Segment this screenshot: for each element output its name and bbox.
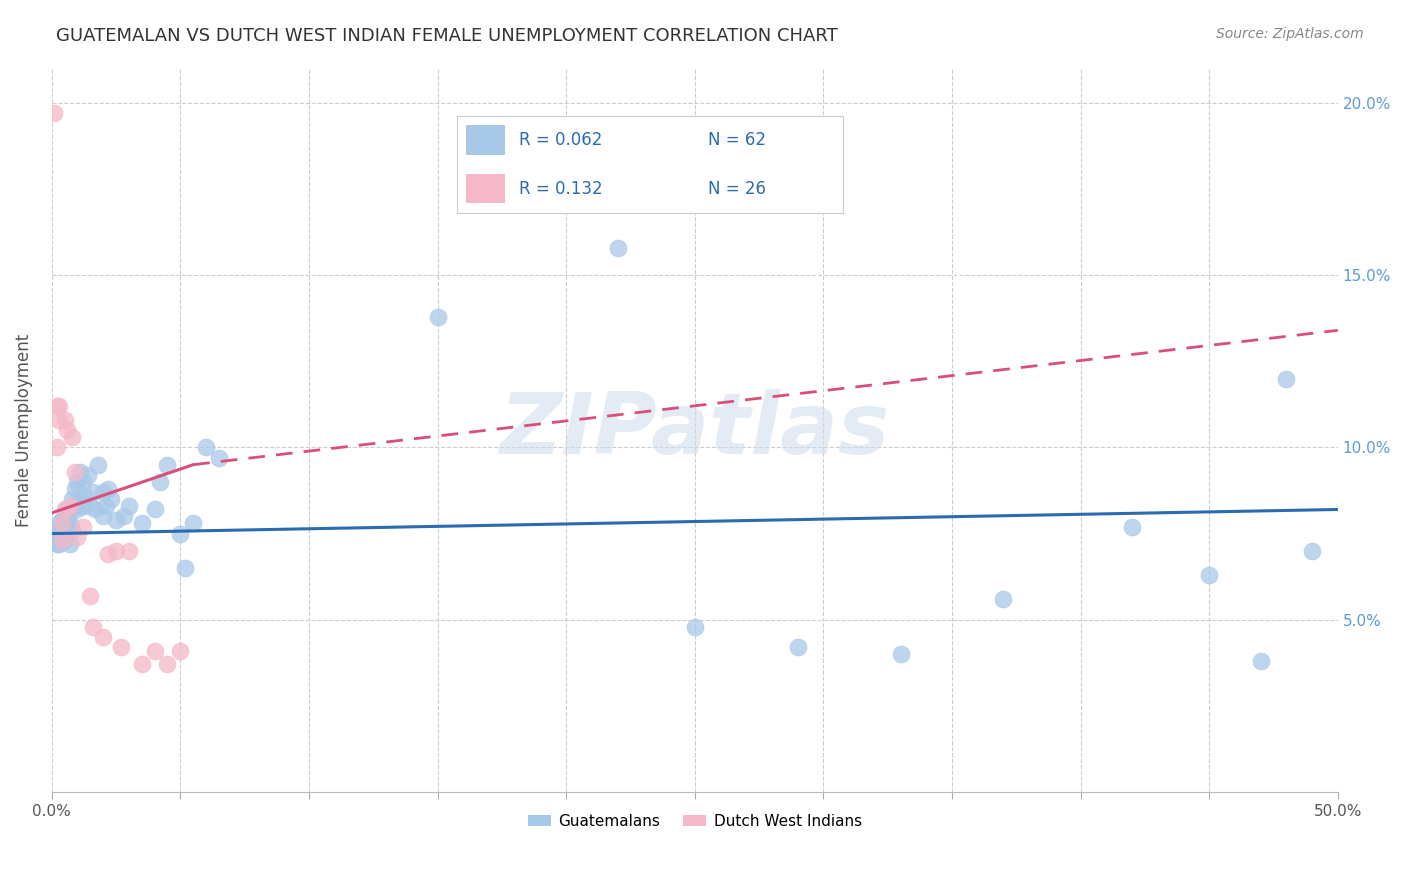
Point	[79, 589, 101, 603]
Point	[426, 310, 449, 324]
Point	[195, 441, 218, 455]
Point	[208, 450, 231, 465]
Point	[97, 547, 120, 561]
Point	[105, 513, 128, 527]
Point	[110, 640, 132, 655]
Point	[94, 499, 117, 513]
Point	[786, 640, 808, 655]
Point	[59, 516, 82, 531]
Point	[66, 530, 89, 544]
Legend: Guatemalans, Dutch West Indians: Guatemalans, Dutch West Indians	[522, 808, 868, 835]
Point	[84, 502, 107, 516]
Point	[889, 647, 911, 661]
Point	[169, 644, 191, 658]
Point	[87, 458, 110, 472]
Point	[56, 502, 79, 516]
Point	[60, 430, 83, 444]
Point	[63, 465, 86, 479]
Point	[60, 492, 83, 507]
Point	[105, 544, 128, 558]
Point	[169, 526, 191, 541]
Point	[56, 526, 79, 541]
Point	[82, 485, 104, 500]
Point	[118, 499, 141, 513]
Point	[51, 513, 73, 527]
Point	[53, 533, 76, 548]
Point	[53, 519, 76, 533]
Point	[993, 592, 1015, 607]
Point	[53, 523, 76, 537]
Point	[72, 475, 94, 489]
Point	[149, 475, 172, 489]
Point	[60, 523, 83, 537]
Point	[69, 492, 91, 507]
Point	[66, 475, 89, 489]
Point	[118, 544, 141, 558]
Point	[75, 489, 97, 503]
Point	[100, 492, 122, 507]
Point	[63, 499, 86, 513]
Point	[45, 441, 67, 455]
Point	[45, 523, 67, 537]
Point	[66, 502, 89, 516]
Point	[181, 516, 204, 531]
Point	[76, 468, 98, 483]
Point	[1275, 371, 1298, 385]
Point	[91, 630, 114, 644]
Point	[156, 458, 179, 472]
Text: Source: ZipAtlas.com: Source: ZipAtlas.com	[1216, 27, 1364, 41]
Point	[174, 561, 197, 575]
Point	[156, 657, 179, 672]
Point	[45, 537, 67, 551]
Point	[48, 516, 70, 531]
Point	[48, 413, 70, 427]
Point	[56, 513, 79, 527]
Point	[59, 537, 82, 551]
Point	[91, 509, 114, 524]
Point	[112, 509, 135, 524]
Point	[69, 465, 91, 479]
Y-axis label: Female Unemployment: Female Unemployment	[15, 334, 32, 527]
Point	[48, 399, 70, 413]
Point	[53, 502, 76, 516]
Point	[59, 502, 82, 516]
Point	[97, 482, 120, 496]
Point	[79, 499, 101, 513]
Point	[59, 499, 82, 513]
Point	[63, 482, 86, 496]
Point	[53, 509, 76, 524]
Point	[683, 619, 706, 633]
Point	[143, 644, 166, 658]
Point	[51, 516, 73, 531]
Text: ZIPatlas: ZIPatlas	[499, 389, 890, 472]
Point	[48, 530, 70, 544]
Point	[1121, 519, 1143, 533]
Point	[143, 502, 166, 516]
Point	[131, 657, 153, 672]
Point	[44, 526, 66, 541]
Point	[1250, 654, 1272, 668]
Point	[72, 499, 94, 513]
Point	[44, 106, 66, 120]
Point	[1198, 568, 1220, 582]
Point	[82, 619, 104, 633]
Point	[606, 241, 628, 255]
Point	[51, 526, 73, 541]
Point	[45, 399, 67, 413]
Point	[131, 516, 153, 531]
Point	[91, 485, 114, 500]
Point	[72, 519, 94, 533]
Point	[56, 423, 79, 437]
Point	[48, 537, 70, 551]
Text: GUATEMALAN VS DUTCH WEST INDIAN FEMALE UNEMPLOYMENT CORRELATION CHART: GUATEMALAN VS DUTCH WEST INDIAN FEMALE U…	[56, 27, 838, 45]
Point	[1301, 544, 1323, 558]
Point	[53, 413, 76, 427]
Point	[51, 533, 73, 548]
